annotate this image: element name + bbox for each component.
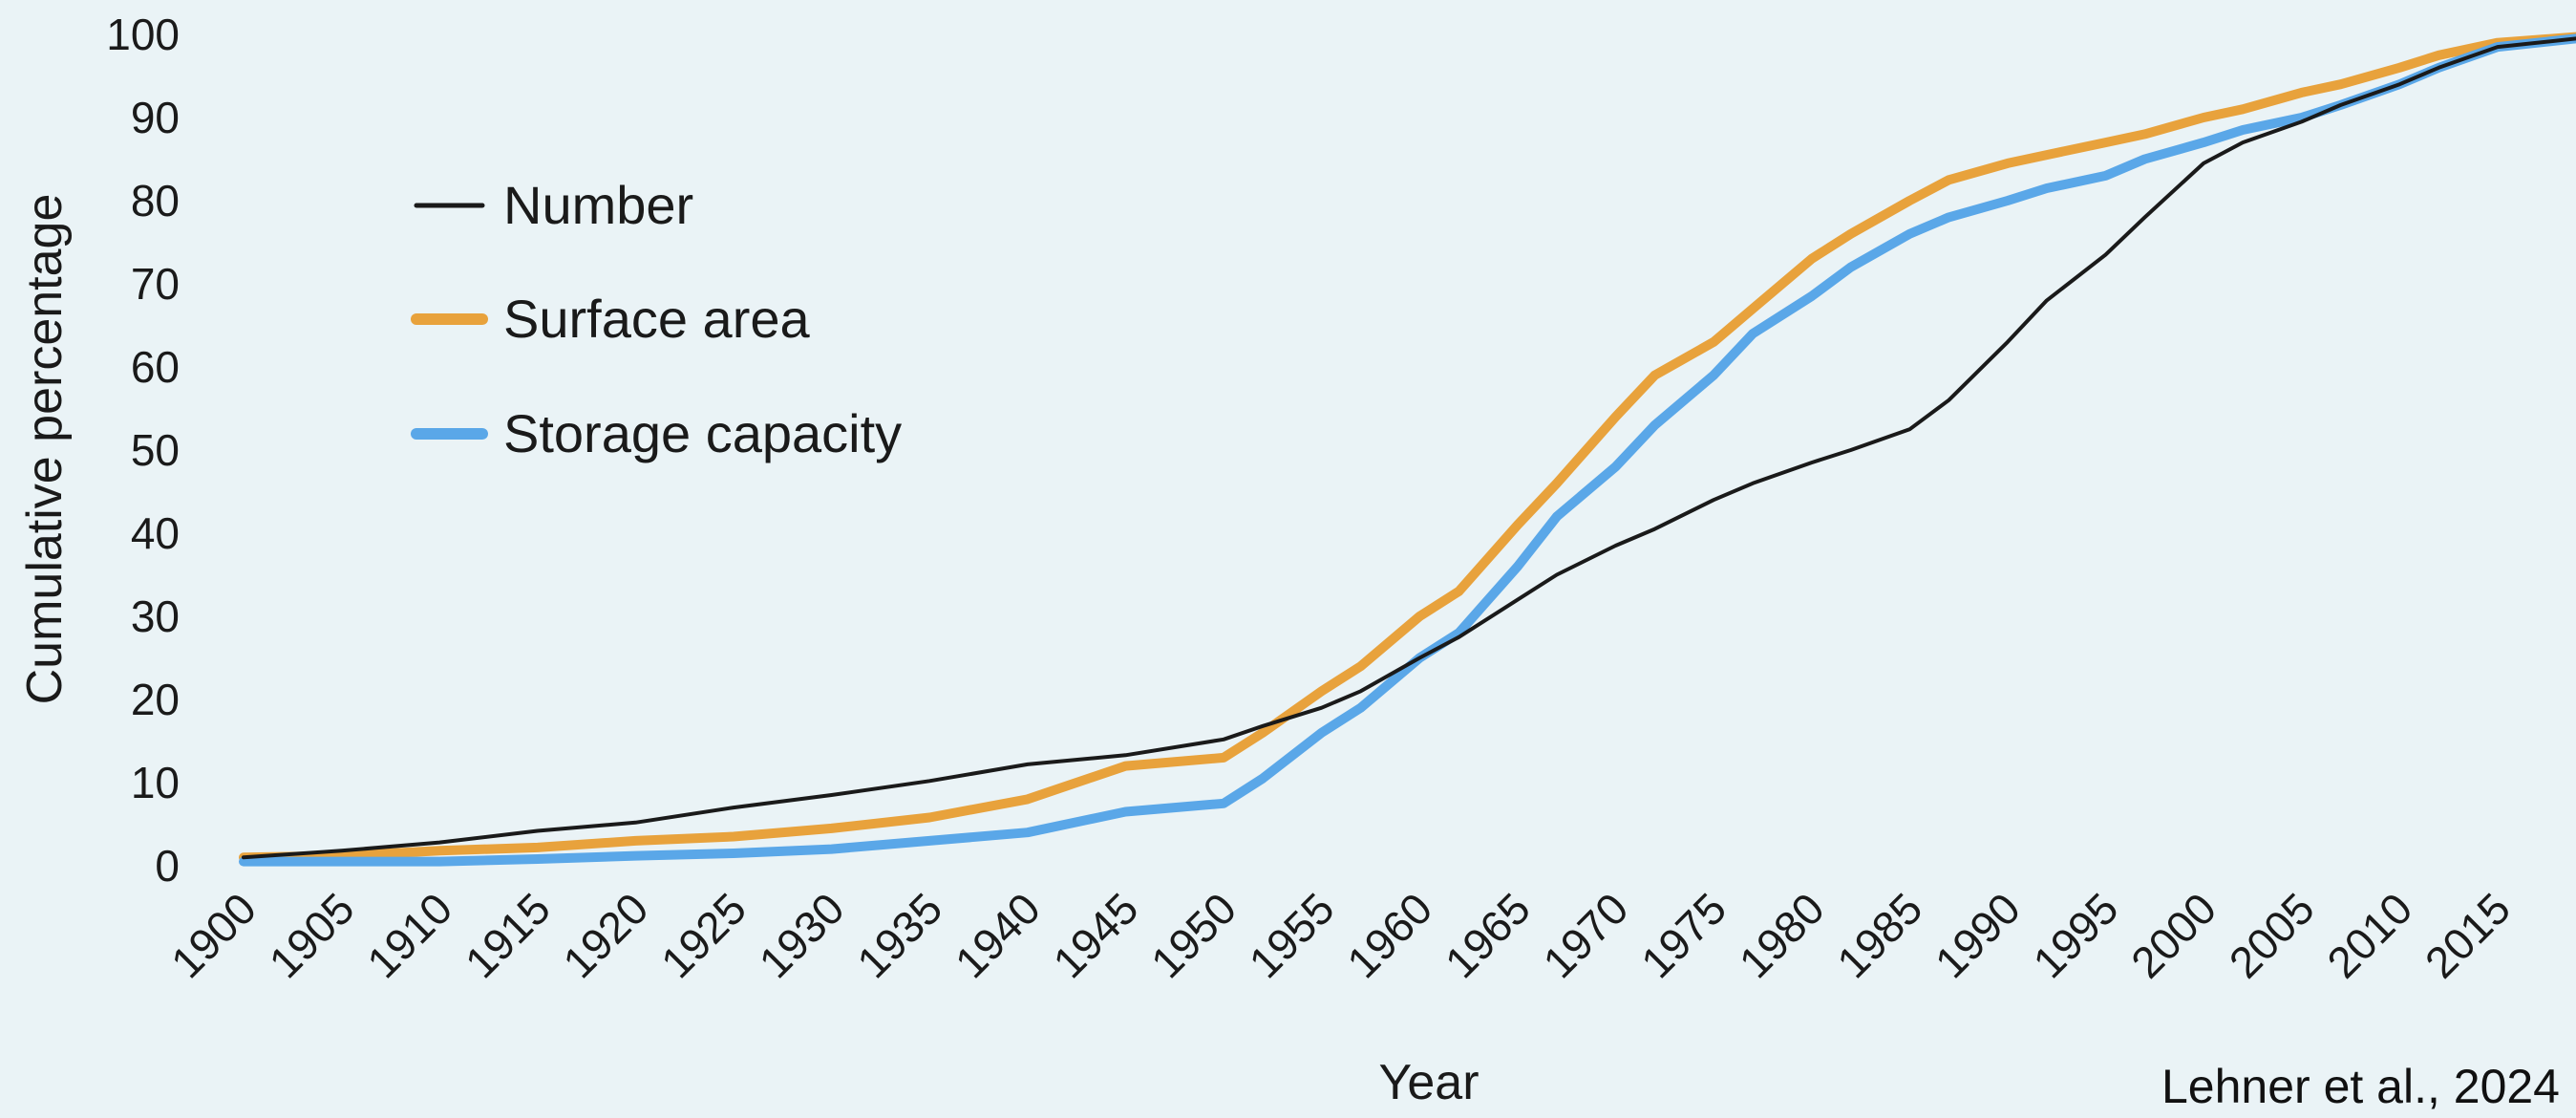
- y-tick-label: 60: [131, 342, 180, 392]
- x-tick-label: 1945: [1043, 883, 1147, 987]
- x-tick-label: 2000: [2121, 883, 2225, 987]
- x-tick-label: 1920: [553, 883, 657, 987]
- x-tick-label: 2015: [2416, 883, 2520, 987]
- x-axis-ticks: 1900190519101915192019251930193519401945…: [161, 883, 2520, 987]
- x-tick-label: 1965: [1436, 883, 1540, 987]
- legend-item-number: Number: [414, 175, 693, 235]
- series-line-number: [242, 36, 2576, 860]
- y-tick-label: 40: [131, 508, 180, 558]
- y-tick-label: 80: [131, 176, 180, 226]
- x-tick-label: 1975: [1631, 883, 1735, 987]
- x-tick-label: 1930: [750, 883, 854, 987]
- x-tick-label: 1940: [946, 883, 1050, 987]
- x-tick-label: 1960: [1337, 883, 1441, 987]
- x-tick-label: 2010: [2317, 883, 2421, 987]
- source-credit: Lehner et al., 2024: [2161, 1060, 2560, 1113]
- legend-label-storage-capacity: Storage capacity: [503, 403, 902, 463]
- x-tick-label: 1985: [1827, 883, 1931, 987]
- series-line-surface-area: [239, 32, 2576, 863]
- x-tick-label: 1910: [357, 883, 461, 987]
- x-tick-label: 1935: [847, 883, 951, 987]
- x-tick-label: 1955: [1240, 883, 1344, 987]
- legend: Number Surface area Storage capacity: [411, 175, 902, 463]
- y-tick-label: 10: [131, 758, 180, 807]
- x-tick-label: 1995: [2023, 883, 2127, 987]
- x-tick-label: 1980: [1730, 883, 1834, 987]
- x-tick-label: 1970: [1533, 883, 1637, 987]
- x-tick-label: 1915: [456, 883, 560, 987]
- y-tick-label: 100: [106, 10, 180, 59]
- legend-item-storage-capacity: Storage capacity: [411, 403, 902, 463]
- y-axis-title: Cumulative percentage: [17, 194, 73, 705]
- x-tick-label: 2005: [2220, 883, 2324, 987]
- x-tick-label: 1950: [1141, 883, 1245, 987]
- series-lines: [239, 32, 2576, 867]
- y-tick-label: 0: [155, 841, 180, 891]
- y-axis-ticks: 0 10 20 30 40 50 60 70 80 90 100: [106, 10, 180, 891]
- y-tick-label: 20: [131, 675, 180, 724]
- legend-label-number: Number: [503, 175, 693, 235]
- legend-label-surface-area: Surface area: [503, 289, 810, 349]
- x-tick-label: 1900: [161, 883, 266, 987]
- x-tick-label: 1925: [651, 883, 756, 987]
- y-tick-label: 90: [131, 93, 180, 142]
- legend-item-surface-area: Surface area: [411, 289, 810, 349]
- x-tick-label: 1905: [260, 883, 364, 987]
- series-line-storage-capacity: [239, 33, 2576, 867]
- y-tick-label: 50: [131, 425, 180, 475]
- y-tick-label: 30: [131, 591, 180, 641]
- x-axis-title: Year: [1378, 1055, 1479, 1110]
- x-tick-label: 1990: [1926, 883, 2030, 987]
- y-tick-label: 70: [131, 259, 180, 309]
